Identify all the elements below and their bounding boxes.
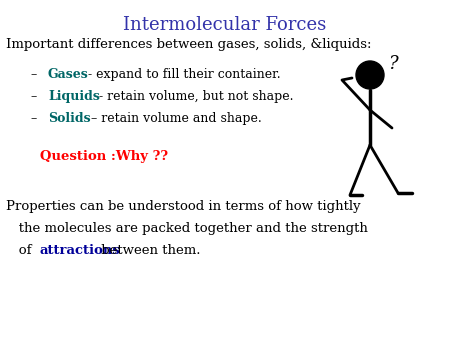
Text: –: – [30, 90, 36, 103]
Text: of: of [6, 244, 36, 257]
Text: –: – [30, 112, 36, 125]
Text: Liquids: Liquids [48, 90, 100, 103]
Text: Intermolecular Forces: Intermolecular Forces [123, 16, 327, 34]
Text: Solids: Solids [48, 112, 90, 125]
Text: Question :Why ??: Question :Why ?? [40, 150, 168, 163]
Text: Important differences between gases, solids, &liquids:: Important differences between gases, sol… [6, 38, 372, 51]
Text: Gases: Gases [48, 68, 89, 81]
Text: - retain volume, but not shape.: - retain volume, but not shape. [95, 90, 293, 103]
Text: - expand to fill their container.: - expand to fill their container. [84, 68, 281, 81]
Text: between them.: between them. [97, 244, 201, 257]
Text: –: – [30, 68, 36, 81]
Text: – retain volume and shape.: – retain volume and shape. [87, 112, 262, 125]
Text: ?: ? [388, 55, 398, 73]
Text: the molecules are packed together and the strength: the molecules are packed together and th… [6, 222, 368, 235]
Text: Properties can be understood in terms of how tightly: Properties can be understood in terms of… [6, 200, 360, 213]
Circle shape [356, 61, 384, 89]
Text: attractions: attractions [39, 244, 120, 257]
